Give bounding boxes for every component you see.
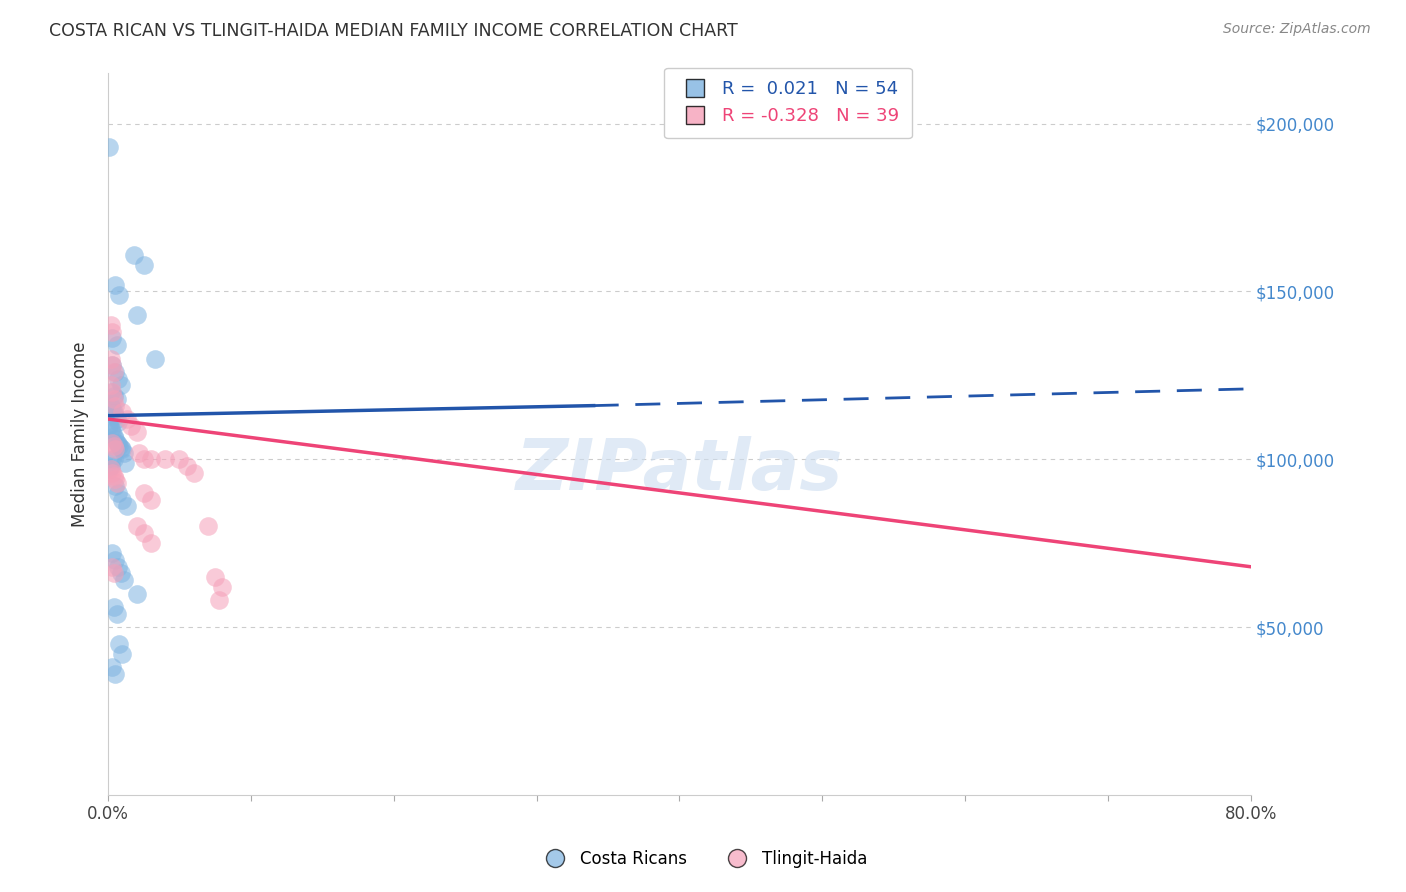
- Point: [98, 140, 121, 154]
- Point: [107, 559, 129, 574]
- Text: COSTA RICAN VS TLINGIT-HAIDA MEDIAN FAMILY INCOME CORRELATION CHART: COSTA RICAN VS TLINGIT-HAIDA MEDIAN FAMI…: [49, 22, 738, 40]
- Point: [197, 519, 219, 533]
- Point: [103, 600, 125, 615]
- Point: [125, 425, 148, 440]
- Point: [100, 385, 122, 400]
- Point: [183, 466, 205, 480]
- Point: [103, 429, 125, 443]
- Point: [139, 452, 162, 467]
- Point: [101, 401, 124, 416]
- Point: [107, 372, 129, 386]
- Point: [103, 365, 125, 379]
- Point: [104, 409, 127, 423]
- Point: [100, 422, 122, 436]
- Point: [104, 365, 127, 379]
- Point: [101, 385, 124, 400]
- Point: [101, 359, 124, 373]
- Point: [204, 570, 226, 584]
- Point: [120, 418, 142, 433]
- Point: [105, 412, 128, 426]
- Point: [105, 392, 128, 406]
- Point: [111, 405, 134, 419]
- Point: [132, 258, 155, 272]
- Point: [107, 486, 129, 500]
- Point: [100, 458, 122, 473]
- Point: [122, 247, 145, 261]
- Point: [103, 452, 125, 467]
- Point: [139, 536, 162, 550]
- Point: [104, 667, 127, 681]
- Point: [101, 435, 124, 450]
- Point: [105, 607, 128, 621]
- Point: [132, 526, 155, 541]
- Point: [107, 437, 129, 451]
- Point: [101, 660, 124, 674]
- Point: [108, 288, 131, 302]
- Point: [125, 308, 148, 322]
- Point: [100, 318, 122, 332]
- Point: [110, 566, 132, 581]
- Point: [115, 412, 138, 426]
- Point: [110, 378, 132, 392]
- Point: [128, 445, 150, 459]
- Point: [111, 492, 134, 507]
- Point: [104, 473, 127, 487]
- Point: [103, 392, 125, 406]
- Text: ZIPatlas: ZIPatlas: [516, 435, 844, 505]
- Point: [105, 475, 128, 490]
- Point: [110, 441, 132, 455]
- Point: [100, 399, 122, 413]
- Legend: Costa Ricans, Tlingit-Haida: Costa Ricans, Tlingit-Haida: [531, 844, 875, 875]
- Point: [115, 500, 138, 514]
- Point: [101, 559, 124, 574]
- Point: [101, 546, 124, 560]
- Point: [101, 331, 124, 345]
- Legend: R =  0.021   N = 54, R = -0.328   N = 39: R = 0.021 N = 54, R = -0.328 N = 39: [664, 68, 911, 138]
- Point: [153, 452, 176, 467]
- Point: [169, 452, 191, 467]
- Point: [104, 442, 127, 457]
- Point: [101, 466, 124, 480]
- Point: [101, 325, 124, 339]
- Point: [104, 553, 127, 567]
- Point: [104, 399, 127, 413]
- Point: [105, 338, 128, 352]
- Point: [104, 479, 127, 493]
- Point: [101, 425, 124, 440]
- Point: [125, 586, 148, 600]
- Point: [111, 647, 134, 661]
- Point: [132, 452, 155, 467]
- Point: [208, 593, 231, 607]
- Point: [176, 458, 198, 473]
- Point: [98, 462, 121, 476]
- Point: [100, 351, 122, 366]
- Point: [104, 432, 127, 446]
- Point: [103, 469, 125, 483]
- Point: [104, 277, 127, 292]
- Point: [105, 435, 128, 450]
- Point: [111, 442, 134, 457]
- Point: [107, 416, 129, 430]
- Point: [103, 439, 125, 453]
- Point: [101, 452, 124, 467]
- Point: [100, 462, 122, 476]
- Point: [112, 445, 135, 459]
- Point: [114, 456, 136, 470]
- Point: [125, 519, 148, 533]
- Point: [143, 351, 166, 366]
- Point: [211, 580, 233, 594]
- Point: [108, 439, 131, 453]
- Point: [108, 637, 131, 651]
- Point: [101, 359, 124, 373]
- Point: [103, 388, 125, 402]
- Point: [98, 418, 121, 433]
- Point: [132, 486, 155, 500]
- Point: [100, 378, 122, 392]
- Y-axis label: Median Family Income: Median Family Income: [72, 342, 89, 527]
- Text: Source: ZipAtlas.com: Source: ZipAtlas.com: [1223, 22, 1371, 37]
- Point: [112, 573, 135, 587]
- Point: [103, 405, 125, 419]
- Point: [139, 492, 162, 507]
- Point: [103, 566, 125, 581]
